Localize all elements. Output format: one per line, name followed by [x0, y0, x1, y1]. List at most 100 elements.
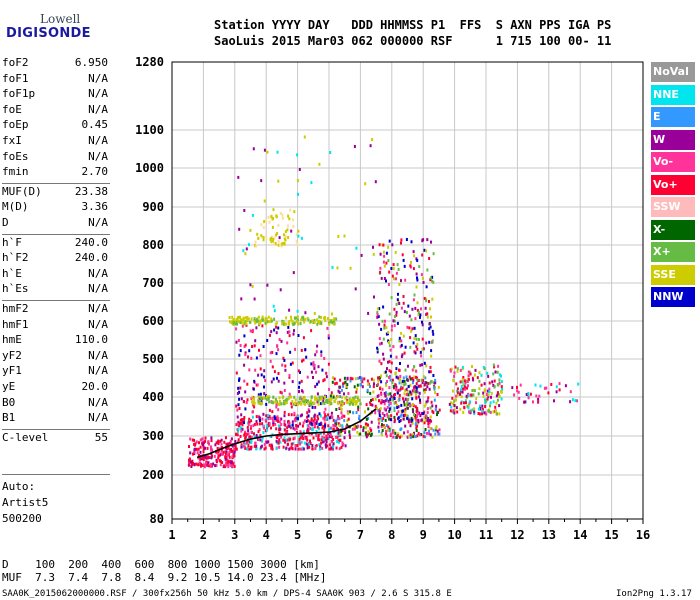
echo-point	[424, 388, 427, 391]
echo-point	[357, 398, 360, 402]
echo-point	[382, 250, 385, 254]
echo-point	[498, 395, 501, 398]
echo-point	[387, 399, 390, 403]
echo-point	[341, 414, 344, 418]
echo-point	[432, 280, 435, 284]
echo-point	[204, 446, 206, 450]
echo-point	[267, 215, 270, 219]
echo-point	[415, 392, 417, 396]
echo-point	[335, 381, 338, 385]
echo-point	[277, 402, 280, 406]
echo-point	[405, 414, 408, 417]
echo-point	[233, 453, 235, 457]
echo-point	[463, 379, 466, 383]
echo-point	[387, 425, 390, 429]
echo-point	[343, 392, 345, 396]
echo-point	[386, 367, 388, 371]
echo-point	[338, 424, 341, 427]
echo-point	[299, 430, 302, 434]
echo-point	[400, 385, 403, 389]
echo-point	[405, 311, 408, 314]
echo-point	[189, 437, 192, 441]
echo-point	[201, 463, 204, 467]
echo-point	[453, 404, 456, 408]
echo-point	[264, 319, 267, 323]
echo-point	[322, 379, 325, 383]
param-separator	[2, 182, 110, 184]
echo-point	[338, 400, 341, 404]
echo-point	[519, 383, 522, 387]
echo-point	[382, 400, 385, 403]
echo-point	[357, 408, 360, 412]
echo-point	[331, 376, 334, 380]
echo-point	[270, 426, 272, 430]
echo-point	[456, 389, 459, 393]
echo-point	[385, 374, 388, 378]
echo-point	[201, 437, 204, 441]
echo-point	[314, 397, 317, 401]
echo-point	[316, 397, 319, 401]
echo-point	[389, 392, 392, 396]
echo-point	[408, 326, 411, 330]
echo-point	[257, 393, 260, 397]
echo-point	[306, 429, 309, 433]
x-tick-label: 7	[357, 528, 364, 542]
echo-point	[381, 387, 384, 391]
echo-point	[374, 404, 377, 408]
echo-point	[310, 319, 312, 323]
echo-point	[416, 276, 418, 280]
echo-point	[278, 445, 281, 449]
echo-point	[372, 390, 375, 394]
echo-point	[243, 421, 245, 425]
echo-point	[296, 318, 299, 322]
echo-point	[263, 375, 266, 379]
echo-point	[409, 403, 411, 407]
echo-point	[275, 427, 278, 431]
echo-point	[378, 377, 381, 381]
echo-point	[199, 445, 202, 449]
echo-point	[327, 334, 330, 338]
echo-point	[367, 383, 370, 387]
echo-point	[390, 338, 393, 341]
x-tick-label: 12	[510, 528, 524, 542]
echo-point	[301, 424, 304, 428]
echo-point	[271, 350, 274, 354]
echo-point	[272, 239, 274, 243]
echo-point	[300, 440, 303, 444]
echo-point	[464, 387, 466, 391]
echo-point	[481, 407, 484, 411]
echo-point	[286, 426, 289, 430]
echo-point	[225, 456, 228, 460]
echo-point	[413, 385, 416, 389]
echo-point	[478, 407, 480, 411]
echo-point	[280, 435, 283, 439]
echo-point	[429, 325, 432, 329]
echo-point	[306, 415, 309, 419]
param-name: foF2	[2, 56, 29, 69]
echo-point	[452, 379, 455, 383]
echo-point	[237, 386, 240, 390]
echo-point	[428, 381, 431, 385]
echo-point	[213, 454, 216, 458]
echo-point	[260, 397, 263, 401]
echo-point	[298, 438, 301, 442]
echo-point	[420, 433, 423, 436]
echo-point	[322, 399, 325, 403]
echo-point	[253, 344, 256, 348]
echo-point	[389, 401, 392, 405]
echo-point	[266, 283, 269, 287]
echo-point	[282, 438, 285, 442]
echo-point	[253, 423, 256, 426]
y-tick-label: 900	[142, 200, 164, 214]
echo-point	[402, 258, 405, 262]
echo-point	[191, 463, 193, 467]
echo-point	[250, 419, 253, 423]
echo-point	[295, 239, 298, 243]
echo-point	[525, 393, 528, 396]
echo-point	[365, 403, 368, 407]
echo-point	[453, 411, 456, 415]
echo-point	[319, 447, 321, 451]
echo-point	[262, 226, 265, 230]
echo-point	[275, 325, 278, 329]
echo-point	[426, 399, 429, 403]
